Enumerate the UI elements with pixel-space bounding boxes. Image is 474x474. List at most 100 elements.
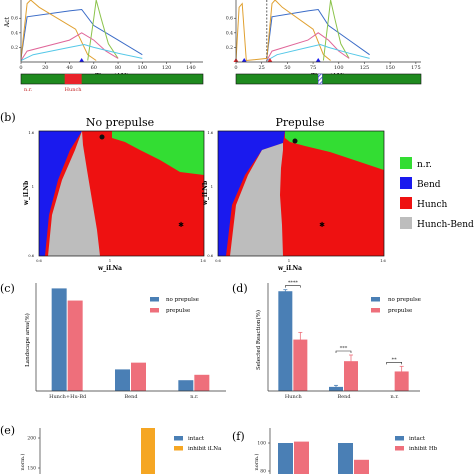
x-tick-label: 120 [162, 65, 172, 71]
c-ylabel: Landscape area(%) [24, 313, 31, 367]
bar-1-0 [67, 300, 83, 391]
y-tick-label: 0.6 [11, 16, 18, 22]
d-category-labels: Hunch Bend n.r. [285, 394, 399, 400]
panel-label-e: (e) [0, 424, 15, 437]
b-ytick-mid: 1 [32, 185, 34, 189]
b-xtick-left: 0.6 [36, 259, 42, 263]
b-xtick-left: 0.6 [215, 259, 221, 263]
x-tick-label: 25 [259, 65, 265, 71]
legend-swatch-hunch [400, 197, 412, 209]
chart-e: norm.) 200 150 intact inhibit iLNa [19, 428, 222, 474]
region-bend [39, 131, 82, 256]
category-label: n.r. [190, 394, 199, 400]
x-tick-label: 75 [310, 65, 316, 71]
panel-label-c: (c) [0, 282, 15, 295]
point-dot [292, 138, 298, 144]
x-tick-label: 100 [138, 65, 148, 71]
timeline-left-hunch-label: Hunch [65, 87, 83, 93]
x-tick-label: 60 [91, 65, 97, 71]
legend-label-nr: n.r. [417, 160, 432, 170]
bar-1-2 [194, 374, 210, 391]
event-marker [315, 58, 321, 62]
heatmap-legend: n.r. Bend Hunch Hunch-Bend [400, 157, 474, 230]
series-line-2 [21, 0, 97, 61]
series-line-1 [266, 8, 370, 59]
a-right-yticks: 0.2 0.4 0.6 [226, 16, 236, 51]
x-tick-label: 20 [42, 65, 48, 71]
x-tick-label: 150 [385, 65, 395, 71]
bar-1-1 [131, 362, 146, 391]
panel-label-b: (b) [0, 111, 16, 124]
significance-bracket [335, 350, 352, 353]
event-marker [267, 58, 273, 62]
panel-a-timelines: n.r. Hunch [20, 73, 422, 93]
a-left-yticks: 0.2 0.4 0.6 [11, 16, 21, 51]
c-bars [51, 288, 210, 391]
region-nr [112, 131, 204, 175]
f-legend-label-intact: intact [409, 436, 426, 442]
b-ytick-top: 1.6 [28, 131, 34, 135]
bar-0-0 [51, 288, 67, 391]
f-ylabel: norm.) [253, 454, 260, 471]
a-left-markers [79, 58, 85, 62]
significance-stars: *** [340, 346, 348, 352]
bar-1-0 [293, 339, 308, 391]
timeline-left-hunch-segment [64, 74, 82, 84]
d-legend-label-pre: prepulse [388, 308, 412, 314]
d-legend-label-nopre: no prepulse [388, 297, 421, 303]
x-tick-label: 175 [411, 65, 421, 71]
c-legend-swatch-pre [150, 308, 159, 313]
b-xtick-right: 1.6 [380, 259, 386, 263]
f-legend-label-inhibit: inhibit Hb [409, 446, 438, 452]
legend-label-hunch-bend: Hunch-Bend [417, 220, 474, 230]
significance-stars: ** [392, 357, 398, 363]
f-legend-swatch-inhibit [395, 446, 404, 451]
f-bars [278, 441, 369, 474]
bar-1-1 [344, 361, 358, 391]
a-right-series [236, 0, 370, 62]
b-xtick-mid: 1 [288, 259, 290, 263]
y-tick-label: 80 [260, 469, 266, 474]
significance-bracket [285, 285, 301, 288]
d-ylabel: Selected Reaction(%) [255, 310, 262, 370]
c-category-labels: Hunch+Hu-Bd Bend n.r. [49, 394, 199, 400]
x-tick-label: 125 [360, 65, 370, 71]
category-label: Hunch+Hu-Bd [49, 394, 87, 400]
b-xtick-mid: 1 [109, 259, 111, 263]
d-legend: no prepulse prepulse [371, 297, 421, 314]
timeline-left-bar [20, 73, 204, 85]
b-ytick-top: 1.6 [207, 131, 213, 135]
c-legend: no prepulse prepulse [150, 297, 199, 314]
series-line-4 [266, 32, 350, 61]
chart-f: norm.) 100 80 intact inhibit Hb [253, 428, 438, 474]
c-legend-label-pre: prepulse [166, 308, 190, 314]
region-hunch-bend [48, 131, 100, 256]
e-bars [141, 428, 155, 474]
legend-label-hunch: Hunch [417, 200, 447, 210]
f-legend-swatch-intact [395, 436, 404, 441]
f-yticks: 100 80 [257, 441, 270, 474]
d-legend-swatch-pre [371, 308, 380, 313]
f-legend: intact inhibit Hb [395, 436, 438, 452]
event-marker [241, 58, 247, 62]
bar-0-2 [178, 380, 194, 391]
x-tick-label: 0 [234, 65, 237, 71]
e-legend-label-intact: intact [188, 436, 205, 442]
e-legend-swatch-intact [174, 436, 183, 441]
category-label: n.r. [391, 394, 400, 400]
significance-stars: **** [288, 280, 299, 286]
b-ylabel: w_iLNb [23, 181, 30, 206]
b-ytick-bot: 0.6 [207, 254, 213, 258]
y-tick-label: 100 [257, 441, 266, 447]
y-tick-label: 0.4 [226, 30, 233, 36]
a-left-ylabel: Act [4, 16, 11, 28]
bar-1-1 [354, 459, 369, 474]
y-tick-label: 150 [27, 466, 36, 472]
legend-label-bend: Bend [417, 180, 441, 190]
x-tick-label: 50 [284, 65, 290, 71]
b-ytick-bot: 0.6 [28, 254, 34, 258]
category-label: Bend [124, 394, 138, 400]
timeline-left-nr-label: n.r. [24, 87, 33, 93]
